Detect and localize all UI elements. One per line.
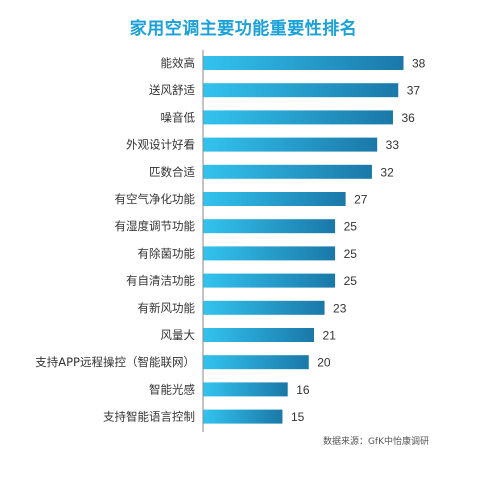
value-label: 32: [380, 165, 394, 179]
value-label: 25: [344, 220, 358, 234]
category-label: 支持APP远程操控（智能联网）: [35, 355, 195, 369]
bar: [203, 300, 325, 315]
bar-row: 有除菌功能 25: [138, 246, 358, 261]
bar-row: 支持APP远程操控（智能联网） 20: [35, 355, 331, 370]
bar-row: 有空气净化功能 27: [115, 192, 368, 207]
bar: [203, 56, 404, 70]
bar-row: 能效高 38: [161, 56, 426, 71]
category-label: 有新风功能: [138, 301, 196, 315]
chart-title: 家用空调主要功能重要性排名: [129, 19, 358, 39]
value-label: 27: [354, 193, 368, 207]
bar-row: 有湿度调节功能 25: [115, 219, 358, 234]
value-label: 33: [386, 138, 400, 152]
value-label: 36: [401, 111, 415, 125]
bar: [203, 219, 336, 234]
value-label: 16: [296, 383, 310, 397]
category-label: 有除菌功能: [138, 246, 196, 260]
bar: [203, 164, 372, 179]
value-label: 15: [291, 410, 305, 424]
value-label: 23: [333, 301, 347, 315]
value-label: 20: [317, 356, 331, 370]
value-label: 21: [323, 329, 337, 343]
bar: [203, 328, 315, 342]
category-label: 外观设计好看: [126, 138, 195, 152]
bar-row: 送风舒适 37: [149, 83, 420, 98]
bar-row: 噪音低 36: [161, 110, 415, 125]
category-label: 支持智能语言控制: [103, 410, 195, 424]
bar-row: 有新风功能 23: [138, 300, 347, 315]
category-label: 噪音低: [161, 110, 196, 124]
bar-row: 有自清洁功能 25: [126, 273, 358, 288]
value-label: 37: [407, 84, 421, 98]
bar: [203, 382, 288, 397]
bar-row: 智能光感 16: [149, 382, 310, 397]
bar: [203, 192, 346, 206]
category-label: 有空气净化功能: [115, 192, 196, 206]
category-label: 有自清洁功能: [126, 274, 195, 288]
bar: [203, 83, 399, 98]
category-label: 风量大: [161, 328, 196, 342]
bar: [203, 246, 336, 261]
bar: [203, 355, 309, 370]
bar: [203, 110, 393, 125]
bar: [203, 273, 336, 288]
bar-row: 支持智能语言控制 15: [103, 409, 305, 424]
data-source-note: 数据来源：GfK中怡康调研: [322, 437, 429, 447]
value-label: 25: [344, 247, 358, 261]
category-label: 智能光感: [149, 382, 195, 396]
category-label: 匹数合适: [149, 165, 195, 179]
category-label: 送风舒适: [149, 83, 195, 97]
bar: [203, 137, 378, 152]
category-label: 能效高: [161, 56, 196, 70]
bar: [203, 409, 283, 424]
bar-row: 风量大 21: [161, 328, 337, 343]
bar-row: 外观设计好看 33: [126, 137, 400, 152]
value-label: 38: [412, 57, 426, 71]
value-label: 25: [344, 274, 358, 288]
bar-row: 匹数合适 32: [149, 164, 394, 179]
category-label: 有湿度调节功能: [115, 219, 196, 233]
